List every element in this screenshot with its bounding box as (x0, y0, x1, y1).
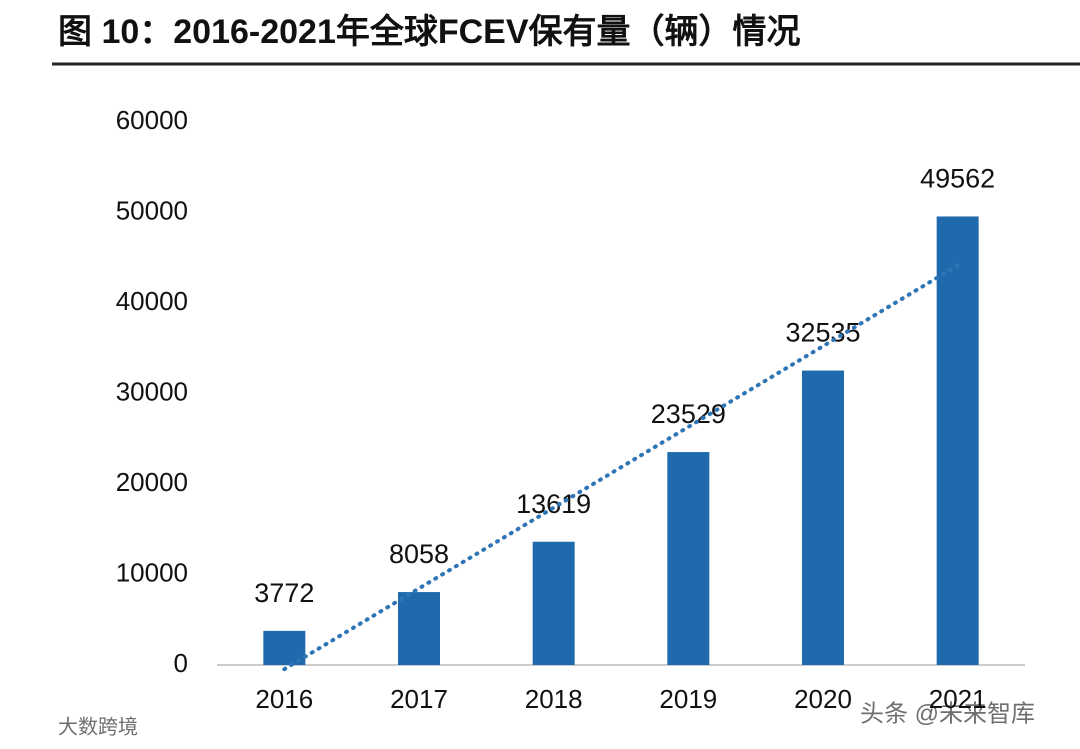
y-tick-label: 50000 (116, 195, 188, 225)
bar (667, 452, 710, 665)
x-tick-label: 2020 (794, 684, 852, 714)
y-tick-label: 10000 (116, 557, 188, 587)
y-tick-label: 40000 (116, 286, 188, 316)
bar (532, 541, 575, 665)
y-tick-label: 60000 (116, 105, 188, 135)
bar (398, 592, 440, 665)
value-label: 49562 (920, 164, 995, 194)
y-tick-label: 30000 (116, 376, 188, 406)
x-tick-label: 2019 (659, 684, 717, 714)
value-label: 8058 (389, 539, 449, 569)
x-tick-label: 2016 (255, 684, 313, 714)
bar (936, 216, 979, 665)
chart-title: 图 10：2016-2021年全球FCEV保有量（辆）情况 (58, 12, 801, 51)
value-label: 23529 (651, 399, 726, 429)
value-label: 32535 (785, 318, 860, 348)
bar (802, 370, 844, 665)
x-tick-label: 2018 (525, 684, 583, 714)
watermark: 头条 @未来智库 (860, 700, 1035, 727)
trendline (282, 263, 960, 672)
y-tick-label: 20000 (116, 467, 188, 497)
y-tick-label: 0 (174, 648, 188, 678)
x-tick-label: 2021 (929, 684, 987, 714)
watermark: 大数跨境 (58, 715, 138, 738)
x-tick-label: 2017 (390, 684, 448, 714)
value-label: 3772 (254, 578, 314, 608)
